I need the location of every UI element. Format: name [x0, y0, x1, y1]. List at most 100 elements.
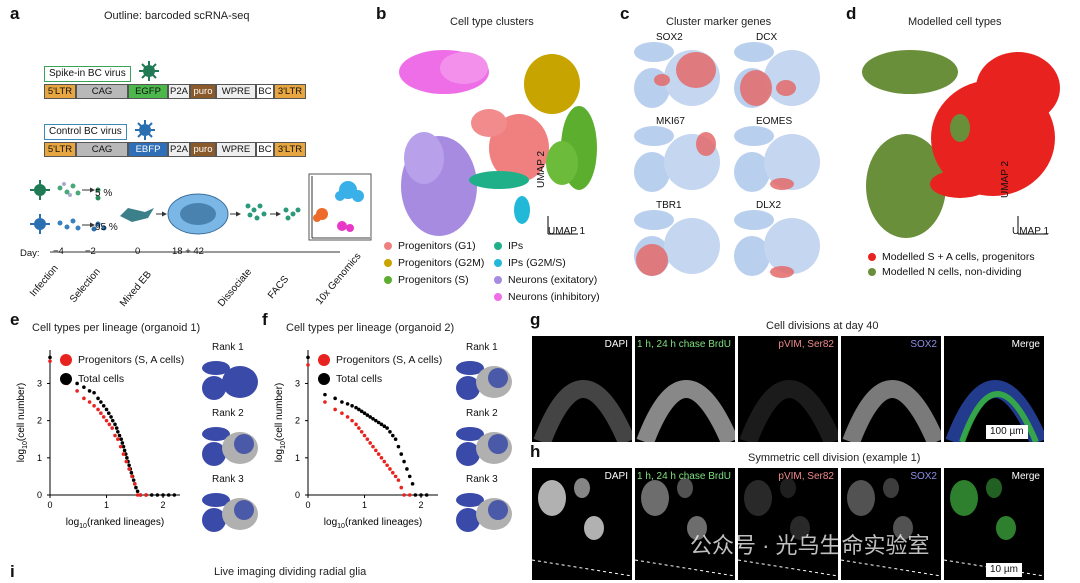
- segment: 3'LTR: [274, 84, 306, 99]
- rank-umap: [456, 427, 512, 466]
- legend-label: Progenitors (S): [398, 274, 469, 286]
- legend-entry: IPs (G2M/S): [494, 257, 566, 269]
- control-virus-icon: [134, 119, 156, 146]
- legend-swatch: [60, 373, 72, 385]
- segment: BC: [256, 142, 274, 157]
- step-label: FACS: [266, 273, 292, 302]
- segment: 3'LTR: [274, 142, 306, 157]
- umap-y-label: UMAP 2: [536, 150, 547, 188]
- y-tick-label: 0: [295, 490, 300, 500]
- data-point: [368, 441, 372, 445]
- data-point: [365, 437, 370, 442]
- channel-label: SOX2: [910, 339, 937, 350]
- legend-entry: Neurons (exitatory): [494, 274, 597, 286]
- panel-h-title: Symmetric cell division (example 1): [748, 452, 921, 464]
- data-point: [155, 493, 160, 497]
- legend-label: Neurons (exitatory): [508, 274, 598, 286]
- legend-swatch: [494, 259, 502, 267]
- day-value: −4: [53, 246, 64, 257]
- legend-entry: Modelled N cells, non-dividing: [868, 266, 1022, 278]
- data-point: [119, 437, 124, 442]
- data-point: [172, 493, 177, 497]
- data-point: [106, 411, 111, 416]
- data-point: [130, 474, 134, 479]
- data-point: [368, 415, 372, 419]
- data-point: [132, 482, 137, 486]
- data-point: [82, 396, 86, 401]
- data-point: [144, 493, 148, 497]
- gene-label: EOMES: [756, 116, 793, 127]
- legend-swatch: [60, 354, 72, 366]
- data-point: [110, 418, 115, 423]
- rank-label: Rank 3: [212, 474, 244, 485]
- data-point: [385, 463, 389, 468]
- micrograph-image: [944, 478, 1044, 577]
- data-point: [407, 493, 412, 497]
- data-point: [48, 359, 52, 363]
- data-point: [87, 400, 92, 404]
- data-point: [135, 493, 140, 497]
- legend-entry: Modelled S + A cells, progenitors: [868, 251, 1035, 263]
- y-tick-label: 1: [295, 453, 300, 463]
- panel-a-label: a: [10, 4, 20, 23]
- data-point: [390, 470, 395, 475]
- rank-umap: [202, 361, 258, 400]
- micrograph-image: [739, 380, 838, 442]
- data-point: [166, 493, 171, 497]
- step-label: Mixed EB: [118, 269, 154, 310]
- x-tick-label: 2: [161, 500, 166, 510]
- micrograph: SOX2: [841, 336, 941, 442]
- data-point: [113, 422, 117, 427]
- legend-swatch: [384, 242, 392, 250]
- x-tick-label: 1: [104, 500, 109, 510]
- rank-label: Rank 1: [212, 342, 244, 353]
- data-point: [118, 444, 123, 449]
- micrograph: 1 h, 24 h chase BrdU: [635, 468, 735, 580]
- data-point: [399, 485, 404, 490]
- virus-green-icon: [30, 180, 50, 200]
- legend-label: Modelled S + A cells, progenitors: [882, 251, 1035, 263]
- rank-label: Rank 2: [212, 408, 244, 419]
- data-point: [109, 415, 113, 419]
- channel-label: 1 h, 24 h chase BrdU: [637, 339, 731, 350]
- y-tick-label: 3: [295, 378, 300, 388]
- data-point: [396, 444, 401, 449]
- legend-swatch: [494, 293, 502, 301]
- legend-entry: Progenitors (S, A cells): [318, 354, 442, 366]
- lineage-chart-organoid1: 0 1 2 3 0 1 2 log10(ranked lineages) log10(cell …: [16, 350, 180, 530]
- legend-swatch: [494, 242, 502, 250]
- channel-label: SOX2: [910, 471, 937, 482]
- segment: EBFP: [128, 142, 168, 157]
- timeline-axis: [50, 251, 340, 253]
- segment: puro: [190, 84, 216, 99]
- data-point: [101, 403, 106, 408]
- legend-swatch: [494, 276, 502, 284]
- y-tick-label: 3: [37, 378, 42, 388]
- spike-virus-label: Spike-in BC virus: [44, 66, 131, 82]
- data-point: [121, 444, 126, 449]
- x-tick-label: 2: [419, 500, 424, 510]
- micrograph-image: [841, 478, 941, 577]
- data-point: [340, 400, 344, 404]
- marker-umap: [634, 42, 720, 108]
- micrograph-image: [945, 380, 1044, 442]
- segment: BC: [256, 84, 274, 99]
- umap-x-label: UMAP 1: [548, 226, 586, 237]
- data-point: [92, 403, 96, 408]
- gene-label: DLX2: [756, 200, 782, 211]
- panel-e-label: e: [10, 310, 20, 329]
- data-point: [122, 448, 127, 453]
- micrograph: SOX2: [841, 468, 941, 580]
- data-point: [376, 420, 381, 425]
- panel-i-title: Live imaging dividing radial glia: [214, 566, 367, 578]
- data-point: [350, 418, 354, 423]
- data-point: [402, 459, 406, 464]
- spike-construct: 5'LTR CAG EGFP P2A puro WPRE BC 3'LTR: [44, 84, 306, 99]
- micrograph: DAPI: [532, 468, 632, 580]
- data-point: [120, 441, 125, 445]
- gene-label: TBR1: [656, 200, 682, 211]
- y-axis-label: log10(cell number): [16, 383, 29, 463]
- data-point: [110, 426, 114, 430]
- x-axis-label: log10(ranked lineages): [66, 517, 164, 530]
- data-point: [323, 400, 327, 404]
